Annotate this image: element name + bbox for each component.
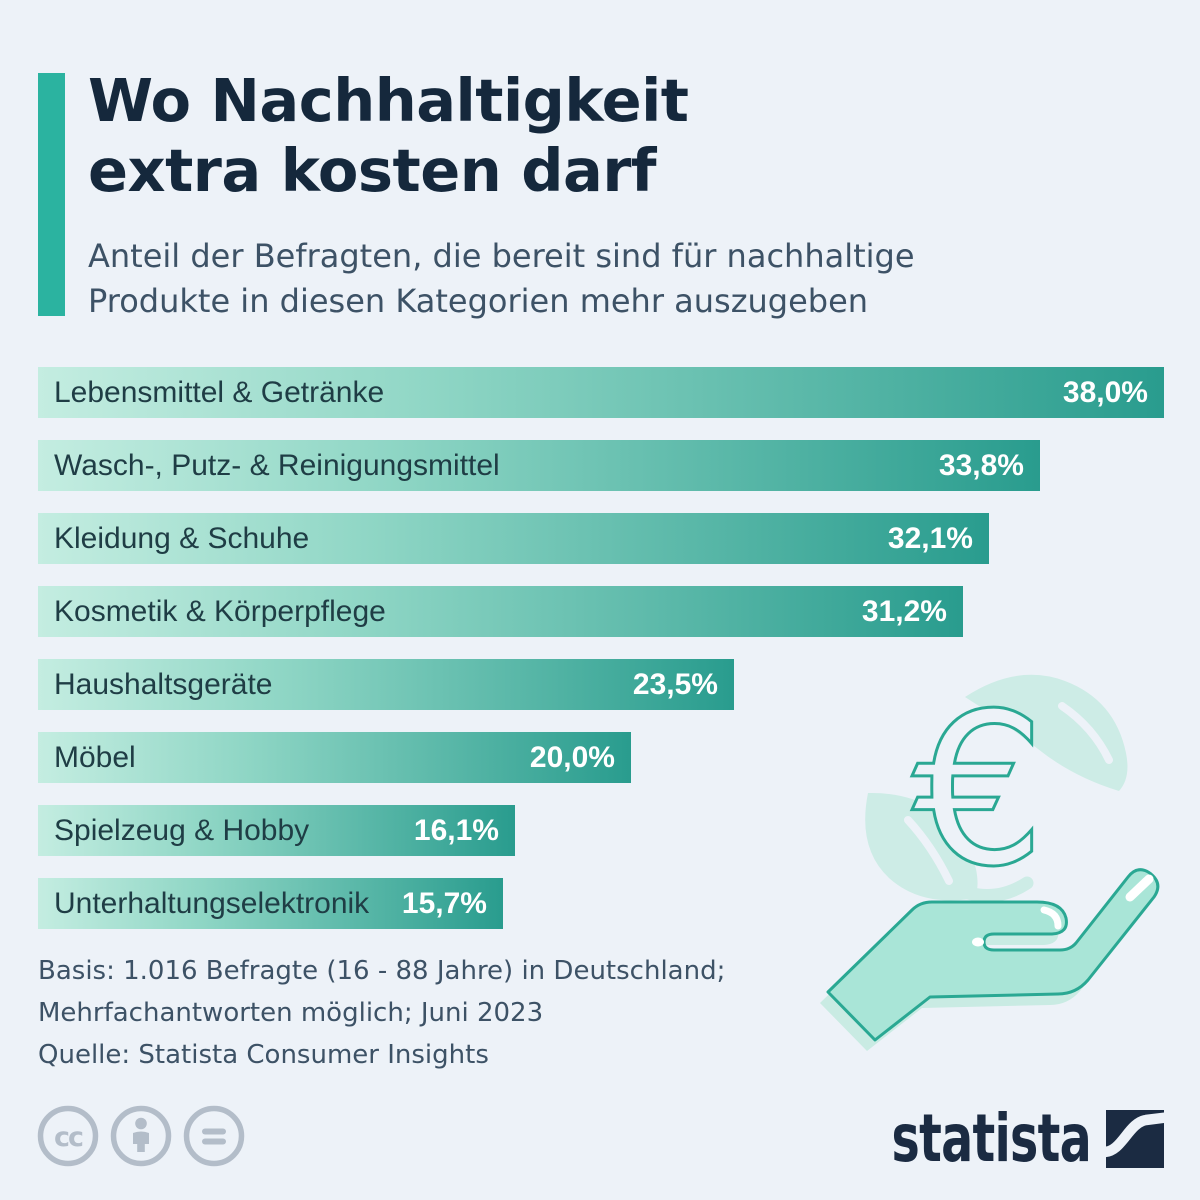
bar-category-label: Wasch-, Putz- & Reinigungsmittel — [54, 448, 500, 482]
source-line: Quelle: Statista Consumer Insights — [38, 1040, 489, 1070]
page-subtitle: Anteil der Befragten, die bereit sind fü… — [88, 234, 915, 324]
bar-value-label: 32,1% — [887, 521, 973, 555]
bar-category-label: Lebensmittel & Getränke — [54, 375, 385, 409]
bar-value-label: 16,1% — [413, 813, 499, 847]
bar-category-label: Unterhaltungselektronik — [54, 886, 370, 920]
bar-value-label: 20,0% — [529, 740, 615, 774]
statista-logo: statista — [814, 1100, 1164, 1177]
cc-icon: cc — [37, 1105, 99, 1167]
title-line-1: Wo Nachhaltigkeit — [88, 66, 689, 135]
bar-row: Unterhaltungselektronik 15,7% — [38, 878, 503, 929]
bar-value-label: 31,2% — [861, 594, 947, 628]
attribution-person-icon — [110, 1105, 172, 1167]
bar-category-label: Kleidung & Schuhe — [54, 521, 310, 555]
bar-row: Haushaltsgeräte 23,5% — [38, 659, 734, 710]
bar-value-label: 33,8% — [938, 448, 1024, 482]
bar-value-label: 23,5% — [632, 667, 718, 701]
bar-row: Kosmetik & Körperpflege 31,2% — [38, 586, 963, 637]
subtitle-line-1: Anteil der Befragten, die bereit sind fü… — [88, 237, 915, 275]
svg-text:cc: cc — [54, 1122, 83, 1153]
statista-logo-text: statista — [891, 1100, 1092, 1177]
statista-logo-mark-icon — [1106, 1109, 1164, 1168]
euro-sign-icon: € — [912, 668, 1046, 913]
bar-row: Wasch-, Putz- & Reinigungsmittel 33,8% — [38, 440, 1040, 491]
basis-line-2: Mehrfachantworten möglich; Juni 2023 — [38, 998, 544, 1028]
footnote: Basis: 1.016 Befragte (16 - 88 Jahre) in… — [38, 950, 725, 1076]
basis-line-1: Basis: 1.016 Befragte (16 - 88 Jahre) in… — [38, 956, 726, 986]
bar-category-label: Haushaltsgeräte — [54, 667, 273, 701]
subtitle-line-2: Produkte in diesen Kategorien mehr auszu… — [88, 282, 869, 320]
bar-category-label: Möbel — [54, 740, 136, 774]
euro-hand-illustration: € — [820, 667, 1160, 1051]
bar-category-label: Kosmetik & Körperpflege — [54, 594, 386, 628]
page-title: Wo Nachhaltigkeit extra kosten darf — [88, 66, 689, 206]
hand-icon — [820, 868, 1160, 1051]
license-icons: cc — [37, 1105, 245, 1167]
bar-row: Möbel 20,0% — [38, 732, 631, 783]
bar-row: Kleidung & Schuhe 32,1% — [38, 513, 989, 564]
title-line-2: extra kosten darf — [88, 136, 657, 205]
bar-row: Spielzeug & Hobby 16,1% — [38, 805, 515, 856]
leaf-icon — [865, 674, 1128, 902]
bar-category-label: Spielzeug & Hobby — [54, 813, 310, 847]
bar-chart: Lebensmittel & Getränke 38,0% Wasch-, Putz… — [38, 367, 1164, 951]
no-derivatives-equals-icon — [183, 1105, 245, 1167]
title-accent-bar — [38, 73, 65, 316]
bar-value-label: 38,0% — [1062, 375, 1148, 409]
bar-value-label: 15,7% — [401, 886, 487, 920]
bar-row: Lebensmittel & Getränke 38,0% — [38, 367, 1164, 418]
